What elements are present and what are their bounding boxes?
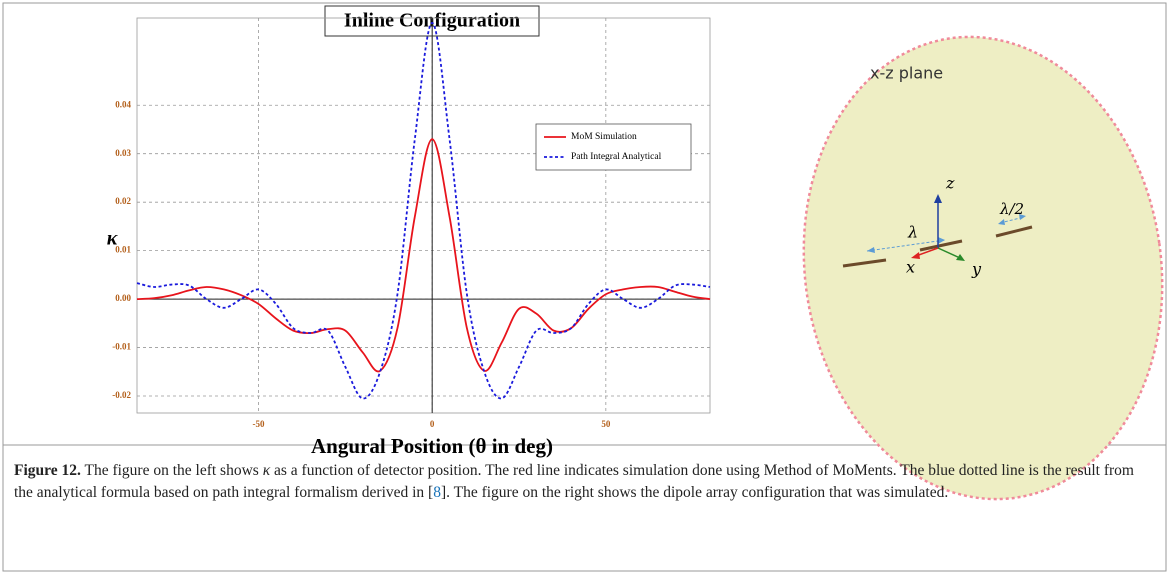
- y-tick-label: -0.02: [112, 390, 131, 400]
- y-axis-label: κ: [107, 228, 118, 250]
- dipole: [995, 225, 1033, 238]
- caption-text: as a function of detector position. The …: [14, 462, 1134, 501]
- y-tick-label: 0.00: [115, 293, 131, 303]
- axis-label: x: [906, 258, 915, 277]
- y-tick-label: -0.01: [112, 342, 131, 352]
- y-tick-label: 0.02: [115, 196, 131, 206]
- arrow-head: [956, 254, 965, 261]
- x-axis: [915, 247, 939, 257]
- arrow-head: [867, 247, 875, 253]
- caption: Figure 12. The figure on the left shows …: [14, 460, 1149, 504]
- y-axis: [937, 247, 961, 259]
- legend-label: MoM Simulation: [571, 132, 637, 142]
- plot: -0.02 -0.01 0.00 0.01 0.02 0.03 0.04 -50 0 50 MoM …: [112, 17, 711, 429]
- arrow-head: [938, 237, 945, 244]
- y-tick-label: 0.03: [115, 148, 131, 158]
- dipole: [842, 258, 887, 268]
- x-tick-label: -50: [253, 419, 265, 429]
- arrow-head: [1019, 214, 1026, 220]
- lambda-label: λ: [907, 223, 918, 242]
- dipole: [919, 239, 963, 252]
- dipole-diagram: x-z plane z x y λ λ/2: [802, 35, 1164, 501]
- caption-text: ]. The figure on the right shows the dip…: [440, 484, 949, 501]
- arrow-head: [911, 252, 920, 259]
- x-axis-label: Angural Position (θ in deg): [311, 434, 553, 458]
- plot-frame: [136, 17, 711, 414]
- y-tick-label: 0.04: [115, 99, 131, 109]
- arrow-head: [934, 194, 942, 203]
- axis-label: z: [945, 174, 955, 193]
- plane-ellipse: [802, 35, 1164, 501]
- arrow-head: [998, 219, 1005, 225]
- caption-symbol: κ: [262, 462, 271, 479]
- x-tick-label: 50: [601, 419, 611, 429]
- lambda-arrow: [866, 239, 946, 252]
- caption-reference[interactable]: 8: [433, 484, 441, 501]
- series-line: [136, 138, 711, 373]
- axis-label: y: [971, 260, 982, 279]
- legend-box: [535, 123, 692, 171]
- x-tick-label: 0: [430, 419, 435, 429]
- caption-label: Figure 12.: [14, 462, 81, 479]
- plane-label: x-z plane: [870, 64, 943, 83]
- half-lambda-label: λ/2: [999, 200, 1024, 218]
- caption-text: The figure on the left shows: [80, 462, 263, 479]
- series-line: [136, 21, 711, 400]
- y-tick-label: 0.01: [115, 245, 131, 255]
- legend-label: Path Integral Analytical: [571, 152, 662, 162]
